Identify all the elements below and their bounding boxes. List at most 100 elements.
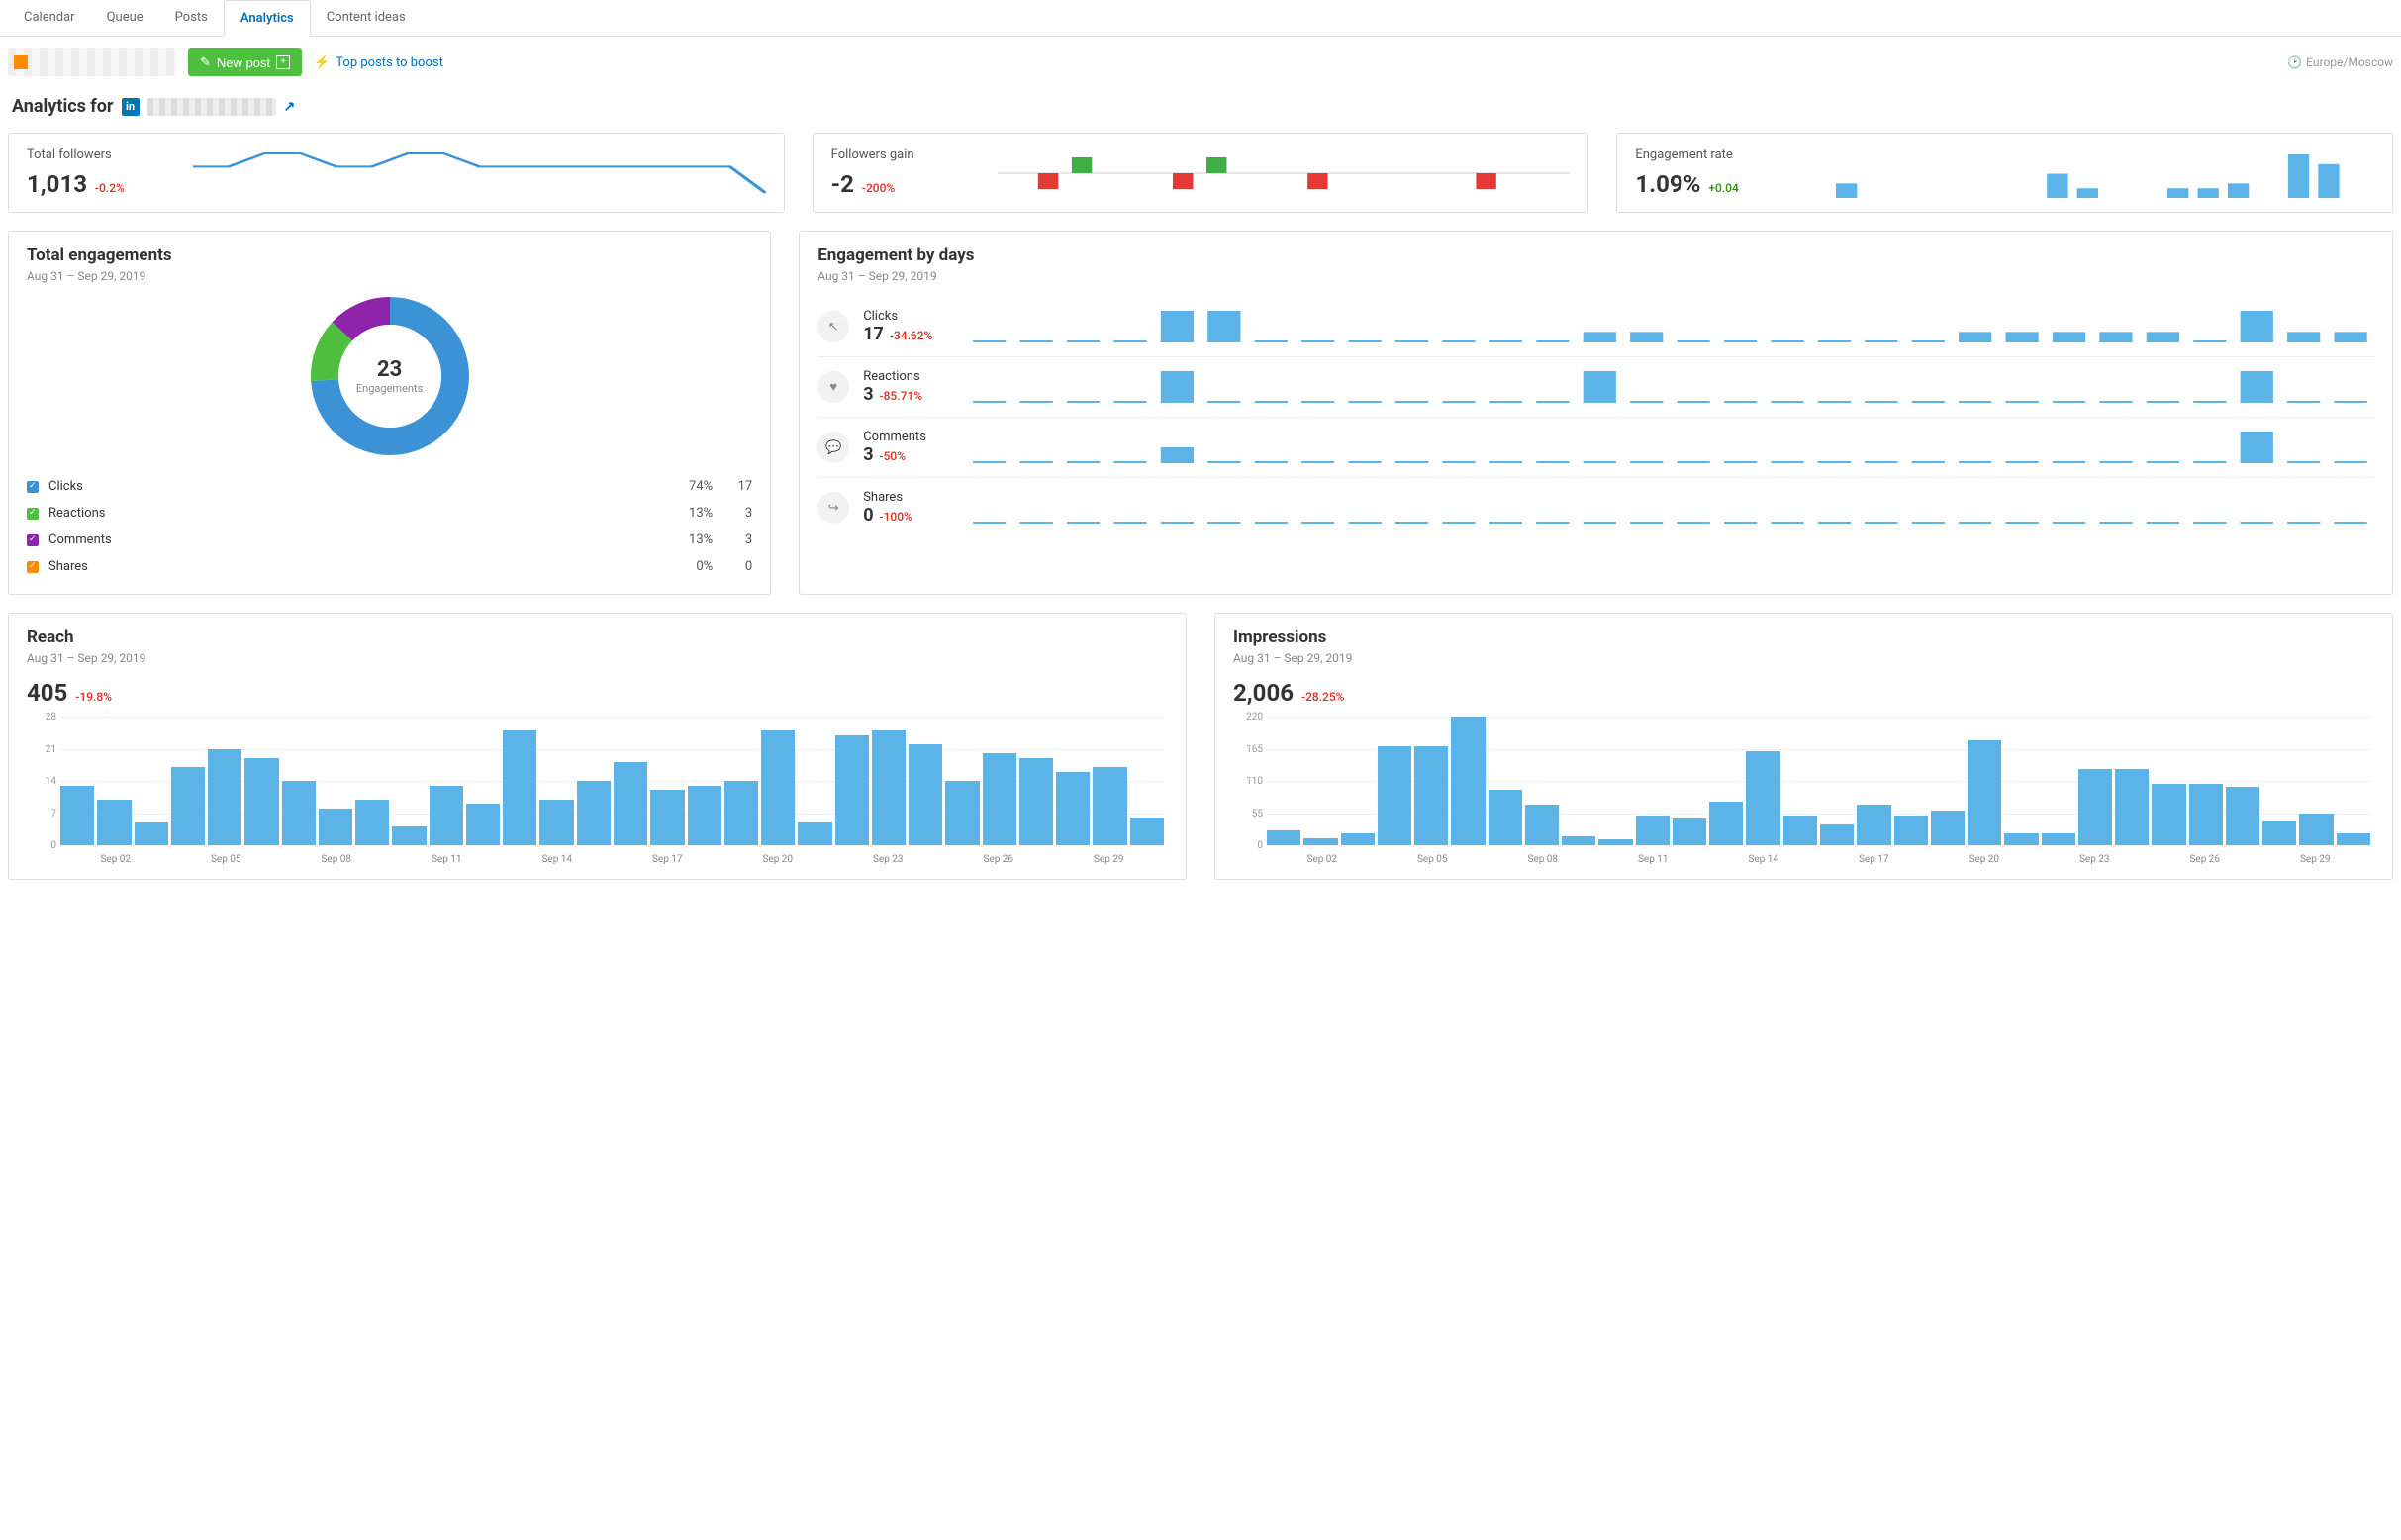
ebd-row-reactions: ♥ Reactions 3 -85.71%	[817, 357, 2374, 418]
impressions-delta: -28.25%	[1301, 690, 1345, 704]
x-axis-label: Sep 23	[833, 854, 944, 865]
page-title: Analytics for in ↗	[0, 88, 2401, 133]
chart-bar	[2262, 821, 2296, 845]
chart-bar	[171, 767, 205, 845]
legend-val: 0	[713, 559, 752, 574]
ebd-sparkline	[966, 307, 2374, 346]
page-title-text: Analytics for	[12, 96, 114, 117]
legend-label: Clicks	[48, 479, 663, 494]
external-link-icon[interactable]: ↗	[284, 99, 296, 115]
impressions-sub: Aug 31 – Sep 29, 2019	[1233, 651, 2374, 665]
tab-analytics[interactable]: Analytics	[224, 0, 311, 37]
chart-bar	[1414, 746, 1448, 845]
x-axis-label: Sep 26	[943, 854, 1054, 865]
chart-bar	[2226, 787, 2259, 845]
x-axis-label: Sep 29	[1054, 854, 1165, 865]
x-axis-label: Sep 14	[1708, 854, 1819, 865]
total-engagements-sub: Aug 31 – Sep 29, 2019	[27, 269, 752, 283]
ebd-sparkline	[966, 428, 2374, 467]
engagement-by-days-title: Engagement by days	[817, 245, 2374, 265]
x-axis-label: Sep 20	[722, 854, 833, 865]
pencil-icon: ✎	[200, 54, 211, 70]
legend-row-clicks[interactable]: Clicks 74% 17	[27, 473, 752, 500]
legend-label: Shares	[48, 559, 663, 574]
kpi-card-2: Engagement rate 1.09% +0.04	[1616, 133, 2393, 213]
chart-bar	[909, 744, 942, 845]
reach-title: Reach	[27, 627, 1168, 647]
donut-center-value: 23	[377, 357, 402, 382]
chart-bar	[1130, 818, 1164, 845]
legend-row-reactions[interactable]: Reactions 13% 3	[27, 500, 752, 527]
chart-bar	[97, 800, 131, 845]
ebd-sparkline	[966, 488, 2374, 528]
impressions-chart: 220165110550Sep 02Sep 05Sep 08Sep 11Sep …	[1233, 717, 2374, 865]
kpi-delta: +0.04	[1708, 181, 1738, 195]
legend-pct: 74%	[663, 479, 713, 494]
chart-bar	[614, 762, 647, 845]
chart-bar	[1378, 746, 1411, 845]
chart-bar	[2042, 833, 2075, 845]
chart-bar	[1968, 740, 2001, 845]
tab-posts[interactable]: Posts	[159, 0, 224, 36]
chart-bar	[1931, 811, 1965, 845]
ebd-value: 0	[863, 505, 873, 526]
x-axis-label: Sep 26	[2150, 854, 2260, 865]
top-posts-link[interactable]: ⚡ Top posts to boost	[314, 55, 443, 70]
impressions-title: Impressions	[1233, 627, 2374, 647]
legend-pct: 0%	[663, 559, 713, 574]
chart-bar	[392, 826, 426, 845]
chart-bar	[282, 781, 316, 845]
kpi-label: Total followers	[27, 147, 175, 162]
kpi-delta: -0.2%	[95, 181, 125, 195]
account-name-redacted	[147, 98, 276, 116]
chart-bar	[1894, 816, 1928, 845]
legend-row-comments[interactable]: Comments 13% 3	[27, 527, 752, 553]
kpi-label: Engagement rate	[1635, 147, 1783, 162]
chart-bar	[1783, 816, 1817, 845]
new-post-button[interactable]: ✎ New post +	[188, 48, 302, 76]
chart-bar	[135, 822, 168, 845]
chart-bar	[577, 781, 611, 845]
legend-row-shares[interactable]: Shares 0% 0	[27, 553, 752, 580]
chart-bar	[945, 781, 979, 845]
chart-bar	[798, 822, 831, 845]
ebd-row-clicks: ↖ Clicks 17 -34.62%	[817, 297, 2374, 357]
chart-bar	[208, 749, 241, 846]
comment-icon: 💬	[817, 432, 849, 463]
chart-bar	[1857, 805, 1890, 845]
nav-tabs: CalendarQueuePostsAnalyticsContent ideas	[0, 0, 2401, 37]
top-posts-label: Top posts to boost	[336, 55, 443, 70]
chart-bar	[1489, 790, 1522, 845]
tab-content-ideas[interactable]: Content ideas	[311, 0, 422, 36]
ebd-row-comments: 💬 Comments 3 -50%	[817, 418, 2374, 478]
kpi-value: 1,013	[27, 170, 87, 198]
chart-bar	[1820, 824, 1854, 845]
chart-bar	[1598, 839, 1632, 845]
chart-bar	[2004, 833, 2038, 845]
legend-label: Comments	[48, 532, 663, 547]
tab-queue[interactable]: Queue	[91, 0, 159, 36]
legend-pct: 13%	[663, 506, 713, 521]
linkedin-icon: in	[122, 98, 140, 116]
chart-bar	[724, 781, 758, 845]
total-engagements-title: Total engagements	[27, 245, 752, 265]
chart-bar	[983, 753, 1016, 845]
chart-bar	[2152, 784, 2185, 845]
timezone-display: 🕑 Europe/Moscow	[2287, 55, 2393, 69]
chart-bar	[1056, 772, 1090, 845]
legend-swatch	[27, 534, 39, 546]
kpi-delta: -200%	[862, 181, 895, 195]
tab-calendar[interactable]: Calendar	[8, 0, 91, 36]
x-axis-label: Sep 08	[1488, 854, 1598, 865]
x-axis-label: Sep 20	[1929, 854, 2040, 865]
chart-bar	[1341, 833, 1375, 845]
chart-bar	[835, 735, 869, 845]
legend-pct: 13%	[663, 532, 713, 547]
chart-bar	[539, 800, 573, 845]
plus-icon: +	[276, 55, 290, 69]
total-engagements-card: Total engagements Aug 31 – Sep 29, 2019 …	[8, 231, 771, 595]
chart-bar	[1709, 802, 1743, 845]
legend-swatch	[27, 508, 39, 520]
account-selector[interactable]	[8, 48, 176, 76]
chart-bar	[650, 790, 684, 845]
